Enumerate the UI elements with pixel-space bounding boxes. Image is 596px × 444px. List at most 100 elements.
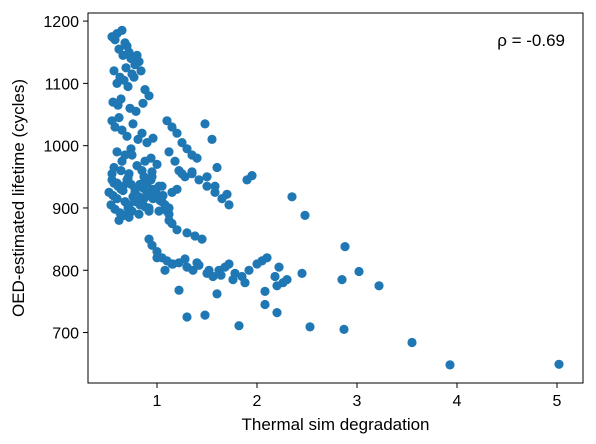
- data-point: [216, 270, 226, 280]
- data-point: [297, 268, 307, 278]
- data-point: [148, 133, 158, 143]
- data-point: [260, 299, 270, 310]
- data-point: [154, 206, 164, 216]
- data-point: [172, 184, 182, 194]
- data-point: [177, 169, 187, 179]
- y-tick-label: 700: [52, 326, 79, 343]
- data-point: [144, 91, 154, 101]
- data-point: [116, 94, 126, 104]
- data-point: [207, 134, 217, 144]
- data-point: [168, 259, 178, 269]
- data-point: [118, 50, 128, 61]
- data-point: [247, 171, 257, 181]
- data-point: [152, 253, 162, 263]
- data-point: [180, 254, 190, 264]
- data-point: [270, 271, 280, 282]
- data-point: [112, 78, 122, 88]
- data-point: [222, 189, 232, 199]
- data-point: [354, 266, 364, 277]
- data-point: [234, 321, 244, 331]
- data-point: [128, 119, 138, 129]
- data-point: [147, 240, 157, 250]
- x-tick-label: 5: [553, 393, 562, 410]
- data-point: [305, 322, 315, 332]
- data-point: [114, 113, 124, 123]
- data-point: [167, 122, 177, 132]
- y-tick-label: 800: [52, 263, 79, 280]
- data-point: [134, 57, 144, 67]
- x-axis-ticks: 1 2 3 4 5: [153, 383, 562, 410]
- data-point: [126, 179, 136, 189]
- data-point: [172, 128, 182, 138]
- data-point: [167, 218, 177, 229]
- data-point: [136, 66, 146, 76]
- data-point: [109, 66, 119, 76]
- data-point: [272, 281, 282, 291]
- y-axis-label: OED-estimated lifetime (cycles): [9, 79, 28, 317]
- data-point: [137, 128, 147, 138]
- data-point: [228, 275, 238, 285]
- data-point: [287, 192, 297, 202]
- data-point: [260, 286, 270, 296]
- data-point: [374, 281, 384, 291]
- data-point: [170, 156, 180, 166]
- data-point: [177, 138, 187, 148]
- data-point: [212, 289, 222, 299]
- data-point: [131, 106, 141, 116]
- data-point: [134, 192, 144, 202]
- x-tick-label: 1: [153, 393, 162, 410]
- data-point: [204, 265, 214, 275]
- data-point: [202, 181, 212, 191]
- data-point: [445, 360, 455, 370]
- y-tick-label: 1200: [43, 14, 79, 31]
- data-point: [118, 185, 128, 196]
- data-point: [123, 81, 133, 92]
- y-tick-label: 900: [52, 201, 79, 218]
- x-tick-label: 2: [253, 393, 262, 410]
- data-point: [121, 63, 131, 73]
- plot-area-frame: [87, 12, 584, 384]
- data-point: [117, 125, 127, 135]
- data-point: [244, 265, 254, 275]
- data-point: [127, 150, 137, 160]
- data-point: [190, 231, 200, 241]
- data-point: [158, 190, 168, 201]
- data-point: [192, 153, 202, 163]
- data-point: [164, 203, 174, 213]
- data-point: [240, 278, 250, 288]
- data-point: [272, 308, 282, 318]
- data-point: [337, 275, 347, 285]
- data-point: [152, 159, 162, 169]
- data-point: [164, 147, 174, 157]
- data-point: [107, 169, 117, 179]
- data-point: [300, 210, 310, 220]
- y-tick-label: 1100: [45, 76, 80, 93]
- data-point: [340, 242, 350, 252]
- data-point: [192, 258, 202, 268]
- data-point: [144, 206, 154, 216]
- data-point: [212, 162, 222, 173]
- data-point: [117, 25, 127, 35]
- data-point: [262, 253, 272, 263]
- data-point: [112, 147, 122, 157]
- data-point: [200, 119, 210, 129]
- x-axis-label: Thermal sim degradation: [241, 415, 429, 434]
- data-point: [146, 153, 156, 163]
- data-point: [202, 172, 212, 182]
- data-point: [129, 72, 139, 82]
- data-point: [147, 172, 157, 182]
- data-point: [112, 194, 122, 204]
- data-point: [224, 200, 234, 210]
- data-point: [407, 337, 417, 348]
- data-point: [182, 312, 192, 322]
- data-point: [210, 181, 220, 191]
- data-point: [182, 228, 192, 238]
- data-point: [157, 181, 167, 191]
- data-point: [137, 166, 147, 176]
- data-point: [339, 324, 349, 334]
- data-point: [174, 285, 184, 295]
- data-point: [172, 225, 182, 235]
- data-point: [134, 209, 144, 219]
- data-point: [160, 265, 170, 275]
